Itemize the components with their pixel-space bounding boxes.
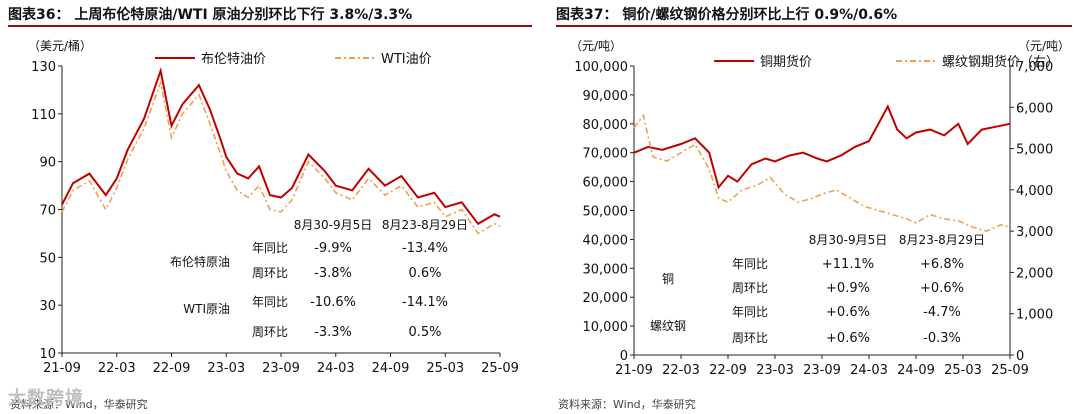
y-tick-label: 40,000 bbox=[583, 233, 629, 248]
x-tick-label: 21-09 bbox=[43, 361, 81, 376]
x-tick-label: 24-03 bbox=[850, 363, 888, 378]
table-value: -3.3% bbox=[314, 325, 352, 340]
table-metric-label: 周环比 bbox=[252, 266, 288, 280]
title-divider bbox=[8, 25, 532, 27]
x-tick-label: 23-03 bbox=[207, 361, 245, 376]
chart-title: 图表36： 上周布伦特原油/WTI 原油分别环比下行 3.8%/3.3% bbox=[8, 7, 413, 23]
y-tick-label: 50 bbox=[39, 251, 56, 266]
y-right-tick-label: 2,000 bbox=[1016, 266, 1053, 281]
oil-price-chart: 10 30 50 70 90 110 130 21-09 22-03 22-09 23-03 23-0… bbox=[28, 38, 519, 376]
x-tick-label: 22-03 bbox=[98, 361, 136, 376]
y-tick-label: 70,000 bbox=[583, 147, 629, 162]
table-value: +0.6% bbox=[826, 305, 870, 320]
table-value: -13.4% bbox=[402, 241, 448, 256]
series-line bbox=[61, 79, 501, 235]
x-tick-label: 21-09 bbox=[615, 363, 653, 378]
y-tick-label: 50,000 bbox=[583, 205, 629, 220]
y-right-tick-label: 3,000 bbox=[1016, 225, 1053, 240]
x-tick-label: 22-09 bbox=[153, 361, 191, 376]
table-value: -3.8% bbox=[314, 266, 352, 281]
y-tick-label: 110 bbox=[31, 108, 56, 123]
source-note: 资料来源：Wind，华泰研究 bbox=[10, 398, 148, 411]
table-header: 8月30-9月5日 bbox=[809, 233, 888, 247]
table-header: 8月23-8月29日 bbox=[899, 233, 985, 247]
y-tick-label: 60,000 bbox=[583, 176, 629, 191]
y-right-tick-label: 7,000 bbox=[1016, 60, 1053, 75]
table-value: -0.3% bbox=[923, 331, 961, 346]
x-tick-label: 23-09 bbox=[262, 361, 300, 376]
x-tick-label: 24-09 bbox=[897, 363, 935, 378]
x-tick-label: 22-03 bbox=[662, 363, 700, 378]
table-metric-label: 周环比 bbox=[732, 331, 768, 345]
table-metric-label: 年同比 bbox=[732, 257, 768, 271]
y-tick-label: 10,000 bbox=[583, 320, 629, 335]
y-tick-label: 30 bbox=[39, 299, 56, 314]
x-tick-label: 25-03 bbox=[426, 361, 464, 376]
table-metric-label: 年同比 bbox=[732, 305, 768, 319]
table-value: -4.7% bbox=[923, 305, 961, 320]
y-axis-right-unit: （元/吨） bbox=[1018, 39, 1070, 53]
y-tick-label: 90 bbox=[39, 156, 56, 171]
x-tick-label: 23-09 bbox=[803, 363, 841, 378]
x-tick-label: 25-03 bbox=[944, 363, 982, 378]
series-line bbox=[61, 66, 501, 226]
y-tick-label: 20,000 bbox=[583, 291, 629, 306]
y-right-tick-label: 5,000 bbox=[1016, 143, 1053, 158]
y-right-tick-label: 6,000 bbox=[1016, 101, 1053, 116]
chart-title: 图表37： 铜价/螺纹钢价格分别环比上行 0.9%/0.6% bbox=[556, 7, 898, 23]
table-value: +11.1% bbox=[822, 257, 874, 272]
table-value: +0.9% bbox=[826, 281, 870, 296]
table-value: -9.9% bbox=[314, 241, 352, 256]
y-tick-label: 10 bbox=[39, 347, 56, 362]
title-divider bbox=[556, 25, 1072, 27]
y-right-tick-label: 1,000 bbox=[1016, 308, 1053, 323]
y-axis-unit: （元/吨） bbox=[570, 39, 622, 53]
series-line bbox=[633, 113, 1011, 232]
table-group-label: 螺纹钢 bbox=[650, 319, 686, 333]
table-group-label: 铜 bbox=[662, 271, 674, 286]
table-group-label: 布伦特原油 bbox=[170, 254, 230, 269]
table-value: -10.6% bbox=[310, 295, 356, 310]
table-value: +0.6% bbox=[920, 281, 964, 296]
table-value: +6.8% bbox=[920, 257, 964, 272]
panel-brent-wti: 图表36： 上周布伦特原油/WTI 原油分别环比下行 3.8%/3.3% 10 3… bbox=[8, 7, 532, 411]
table-value: +0.6% bbox=[826, 331, 870, 346]
x-tick-label: 25-09 bbox=[481, 361, 519, 376]
y-tick-label: 100,000 bbox=[574, 60, 628, 75]
y-tick-label: 70 bbox=[39, 204, 56, 219]
y-tick-label: 80,000 bbox=[583, 118, 629, 133]
table-metric-label: 年同比 bbox=[252, 241, 288, 255]
y-axis-unit: （美元/桶） bbox=[28, 38, 92, 53]
table-group-label: WTI原油 bbox=[183, 302, 230, 316]
y-tick-label: 90,000 bbox=[583, 89, 629, 104]
x-tick-label: 25-09 bbox=[991, 363, 1029, 378]
legend-label: 布伦特油价 bbox=[201, 52, 266, 67]
x-tick-label: 23-03 bbox=[756, 363, 794, 378]
table-value: -14.1% bbox=[402, 295, 448, 310]
table-header: 8月23-8月29日 bbox=[382, 218, 468, 232]
metal-price-chart: 0 10,000 20,000 30,000 40,000 50,000 60,000 70,… bbox=[570, 39, 1070, 378]
y-tick-label: 130 bbox=[31, 60, 56, 75]
panel-copper-rebar: 图表37： 铜价/螺纹钢价格分别环比上行 0.9%/0.6% 0 10,000 20… bbox=[548, 0, 1080, 414]
table-metric-label: 年同比 bbox=[252, 295, 288, 309]
legend-label: 螺纹钢期货价（右） bbox=[942, 54, 1059, 70]
legend-label: 铜期货价 bbox=[760, 54, 812, 70]
legend-label: WTI油价 bbox=[381, 52, 432, 67]
watermark-logo: 大数跨境 bbox=[8, 388, 84, 409]
y-right-tick-label: 0 bbox=[1016, 349, 1024, 364]
table-metric-label: 周环比 bbox=[732, 281, 768, 295]
x-tick-label: 24-09 bbox=[372, 361, 410, 376]
y-right-tick-label: 4,000 bbox=[1016, 184, 1053, 199]
source-note: 资料来源：Wind，华泰研究 bbox=[558, 398, 696, 411]
x-tick-label: 24-03 bbox=[317, 361, 355, 376]
table-value: 0.5% bbox=[408, 325, 441, 340]
x-tick-label: 22-09 bbox=[709, 363, 747, 378]
y-tick-label: 30,000 bbox=[583, 262, 629, 277]
y-tick-label: 0 bbox=[620, 349, 628, 364]
table-value: 0.6% bbox=[408, 266, 441, 281]
series-line bbox=[633, 104, 1011, 190]
table-metric-label: 周环比 bbox=[252, 325, 288, 339]
table-header: 8月30-9月5日 bbox=[294, 218, 373, 232]
